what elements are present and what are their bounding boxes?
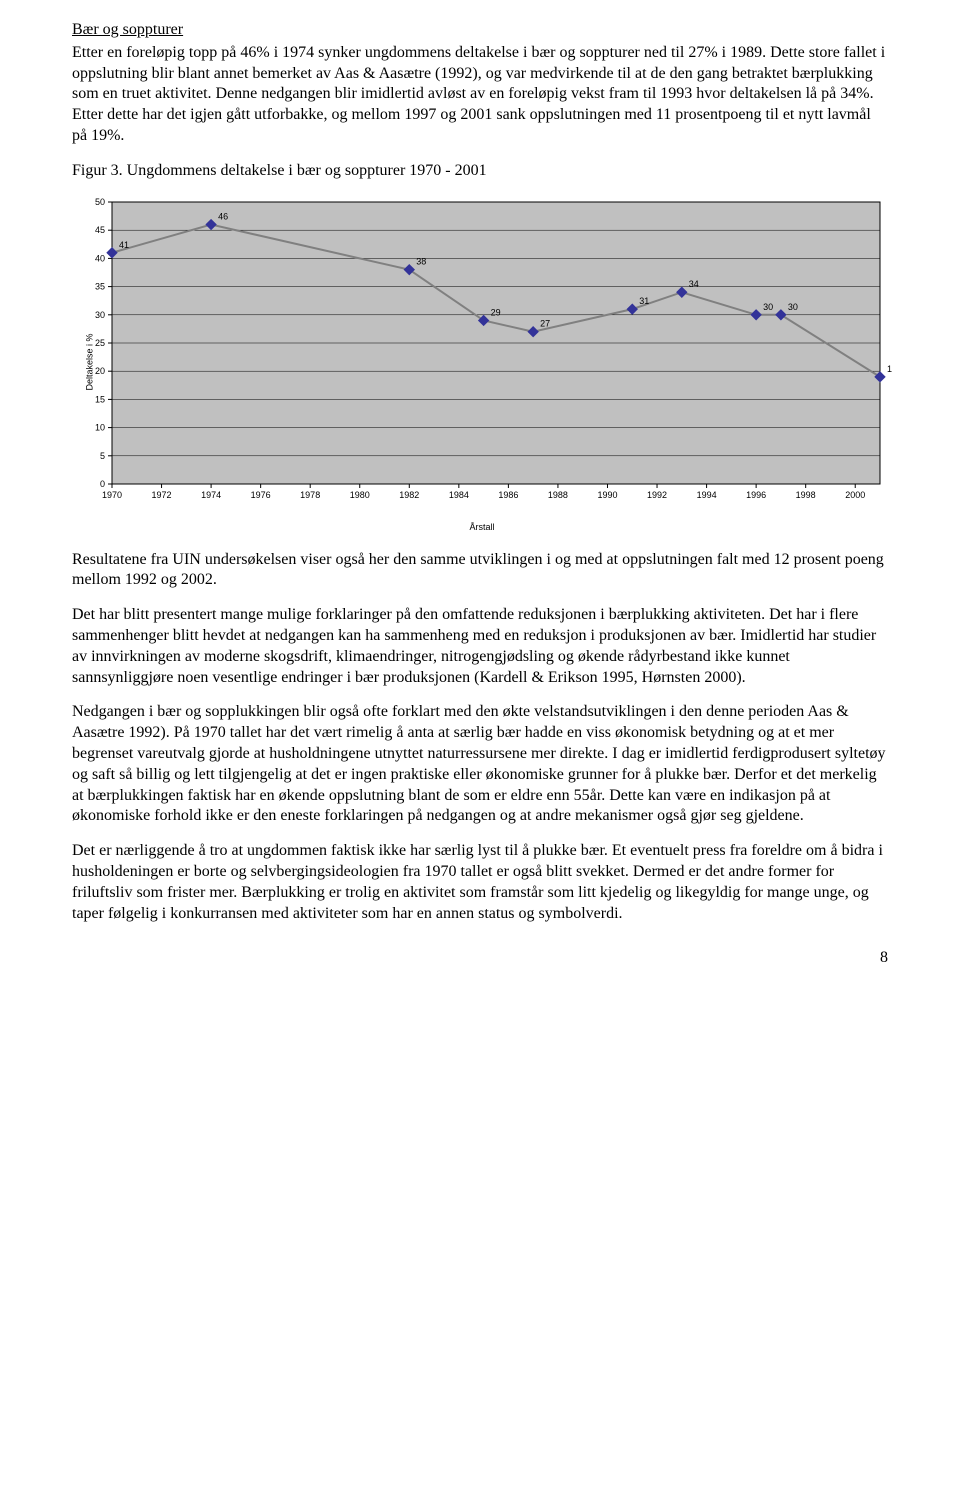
svg-text:40: 40 (95, 253, 105, 263)
svg-text:34: 34 (689, 279, 699, 289)
svg-text:29: 29 (491, 307, 501, 317)
svg-text:1982: 1982 (399, 490, 419, 500)
svg-text:30: 30 (95, 309, 105, 319)
paragraph-2: Resultatene fra UIN undersøkelsen viser … (72, 550, 888, 592)
svg-text:30: 30 (763, 301, 773, 311)
svg-text:1970: 1970 (102, 490, 122, 500)
svg-text:1996: 1996 (746, 490, 766, 500)
svg-text:25: 25 (95, 338, 105, 348)
svg-text:1984: 1984 (449, 490, 469, 500)
svg-text:5: 5 (100, 450, 105, 460)
svg-text:1978: 1978 (300, 490, 320, 500)
svg-text:20: 20 (95, 366, 105, 376)
svg-text:0: 0 (100, 479, 105, 489)
paragraph-5: Det er nærliggende å tro at ungdommen fa… (72, 841, 888, 924)
svg-text:31: 31 (639, 296, 649, 306)
page-number: 8 (72, 948, 888, 969)
svg-text:19: 19 (887, 363, 892, 373)
svg-text:1972: 1972 (152, 490, 172, 500)
svg-text:1980: 1980 (350, 490, 370, 500)
x-axis-label: Årstall (469, 522, 494, 534)
paragraph-3: Det har blitt presentert mange mulige fo… (72, 605, 888, 688)
svg-text:2000: 2000 (845, 490, 865, 500)
svg-text:1992: 1992 (647, 490, 667, 500)
svg-text:1986: 1986 (498, 490, 518, 500)
svg-text:10: 10 (95, 422, 105, 432)
svg-text:15: 15 (95, 394, 105, 404)
line-chart: 0 5 10 15 20 25 30 35 40 45 50 1970 1972 1974 1976 1978… (72, 192, 892, 532)
svg-text:1998: 1998 (796, 490, 816, 500)
svg-text:1990: 1990 (597, 490, 617, 500)
section-title: Bær og soppturer (72, 20, 888, 41)
svg-text:38: 38 (416, 256, 426, 266)
svg-text:46: 46 (218, 211, 228, 221)
svg-text:1994: 1994 (697, 490, 717, 500)
svg-text:27: 27 (540, 318, 550, 328)
svg-text:1976: 1976 (251, 490, 271, 500)
svg-text:45: 45 (95, 225, 105, 235)
svg-text:41: 41 (119, 239, 129, 249)
svg-text:30: 30 (788, 301, 798, 311)
svg-text:1988: 1988 (548, 490, 568, 500)
figure-caption: Figur 3. Ungdommens deltakelse i bær og … (72, 161, 888, 182)
paragraph-4: Nedgangen i bær og sopplukkingen blir og… (72, 702, 888, 827)
svg-text:35: 35 (95, 281, 105, 291)
svg-text:1974: 1974 (201, 490, 221, 500)
y-axis-label: Deltakelse i % (85, 333, 97, 390)
chart-svg: 0 5 10 15 20 25 30 35 40 45 50 1970 1972 1974 1976 1978… (72, 192, 892, 512)
paragraph-1: Etter en foreløpig topp på 46% i 1974 sy… (72, 43, 888, 147)
svg-text:50: 50 (95, 197, 105, 207)
